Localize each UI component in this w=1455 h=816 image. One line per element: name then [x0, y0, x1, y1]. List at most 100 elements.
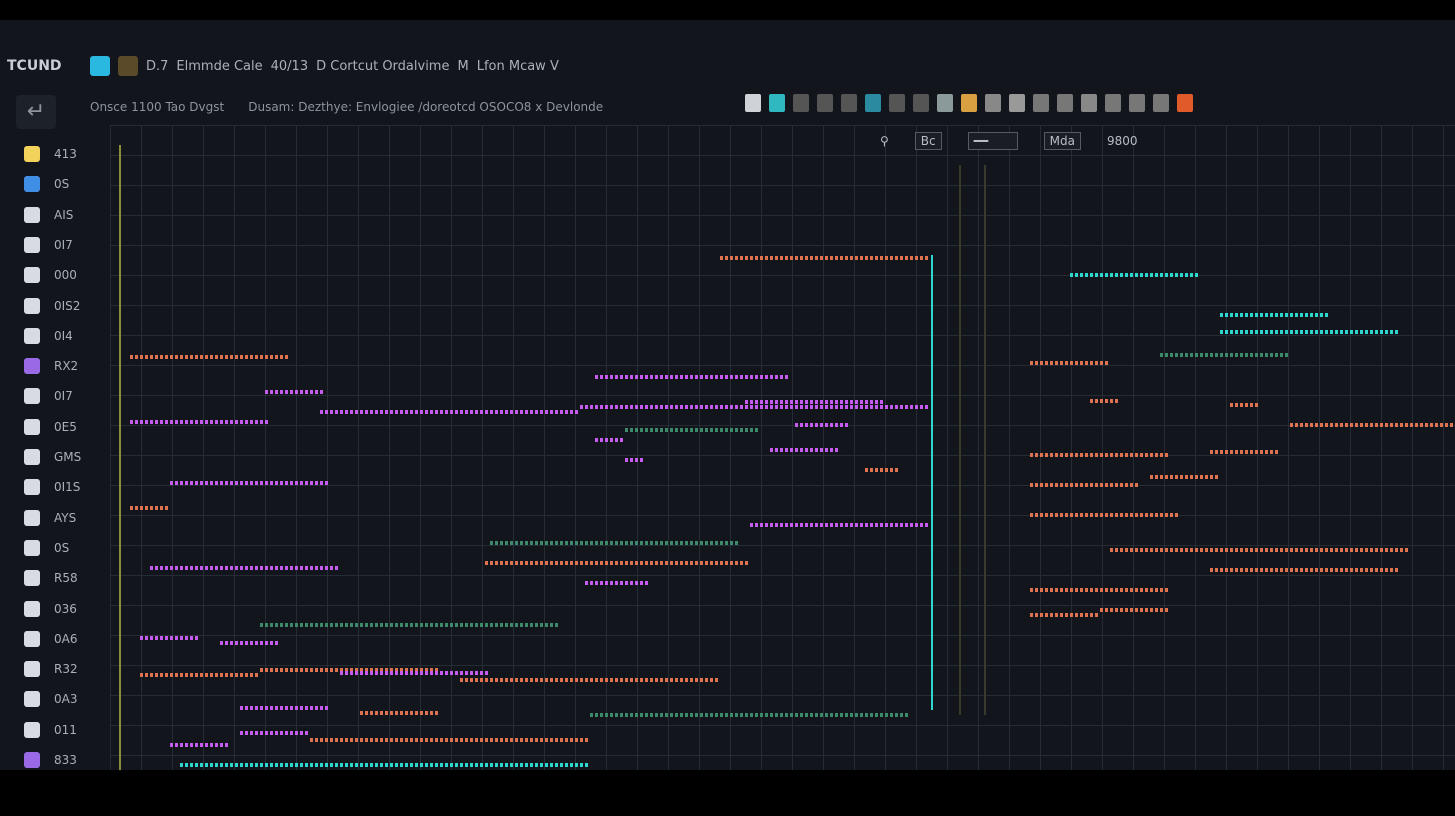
- back-button[interactable]: ↵: [16, 95, 56, 129]
- tool-icon[interactable]: [865, 94, 881, 112]
- tool-icon[interactable]: [913, 94, 929, 112]
- r-icon: [24, 661, 40, 678]
- sidebar-item-label: 0A3: [54, 692, 78, 707]
- sidebar-item-label: 0I1S: [54, 480, 81, 495]
- search-icon[interactable]: ⚲: [880, 134, 889, 148]
- menubar: D.7 Elmmde Cale 40/13 D Cortcut Ordalvim…: [90, 56, 559, 76]
- sidebar-item[interactable]: 036: [24, 600, 77, 617]
- app-name: TCUND: [7, 58, 62, 74]
- trace-canvas: [119, 145, 1455, 770]
- tool-icon[interactable]: [841, 94, 857, 112]
- tool-icon[interactable]: [961, 94, 977, 112]
- sidebar-item[interactable]: 0S: [24, 539, 69, 556]
- tool-icon[interactable]: [1009, 94, 1025, 112]
- breadcrumb: Onsce 1100 Tao Dvgst Dusam: Dezthye: Env…: [90, 100, 603, 114]
- sidebar-item-label: RX2: [54, 359, 79, 374]
- tool-icon[interactable]: [1033, 94, 1049, 112]
- tool-icon[interactable]: [793, 94, 809, 112]
- sidebar-item[interactable]: 0E5: [24, 418, 77, 435]
- sidebar-item[interactable]: 0I1S: [24, 479, 81, 496]
- sidebar-item[interactable]: 0A3: [24, 691, 78, 708]
- sidebar-item[interactable]: 413: [24, 146, 77, 162]
- sidebar-item[interactable]: 833: [24, 752, 77, 768]
- menu-item[interactable]: D Cortcut Ordalvime: [316, 58, 450, 74]
- sidebar-item[interactable]: 0IS2: [24, 297, 81, 314]
- circle-icon: [24, 630, 40, 647]
- lock-icon: [24, 479, 40, 496]
- sidebar-item[interactable]: 0A6: [24, 630, 77, 647]
- sidebar-item-label: 0I4: [54, 328, 73, 343]
- sidebar: 413 0S AIS 0I7 000 0IS2 0I4 RX2 0I7 0E5 GMS 0I1S AYS…: [0, 130, 108, 770]
- sidebar-item[interactable]: R32: [24, 661, 78, 678]
- sidebar-item-label: R58: [54, 571, 78, 586]
- circle-icon: [24, 267, 40, 284]
- user-icon[interactable]: [118, 56, 138, 76]
- sidebar-item[interactable]: 0I7: [24, 388, 73, 405]
- nodes-icon: [24, 449, 40, 465]
- menu-item[interactable]: 40/13: [270, 58, 309, 74]
- tool-icon[interactable]: [1081, 94, 1097, 112]
- sidebar-item[interactable]: 011: [24, 721, 77, 738]
- breadcrumb-path[interactable]: Dusam: Dezthye: Envlogiee /doreotcd OSOC…: [248, 100, 604, 114]
- tool-icon[interactable]: [937, 94, 953, 112]
- sidebar-item[interactable]: 0S: [24, 176, 70, 193]
- menu-item[interactable]: D.7: [146, 58, 169, 74]
- menu-item[interactable]: Lfon Mcaw V: [476, 58, 559, 74]
- tool-icon[interactable]: [1105, 94, 1121, 112]
- sidebar-item-label: AYS: [54, 510, 77, 525]
- tool-icon[interactable]: [1057, 94, 1073, 112]
- menu-item[interactable]: Elmmde Cale: [176, 58, 263, 74]
- tool-icon[interactable]: [1153, 94, 1169, 112]
- layout-icon: [24, 570, 40, 587]
- mode-select[interactable]: Mda: [1043, 132, 1081, 150]
- sidebar-item[interactable]: 0I4: [24, 327, 73, 344]
- sidebar-item[interactable]: 000: [24, 267, 77, 284]
- folder-icon: [24, 176, 40, 193]
- sidebar-item-label: 0E5: [54, 419, 77, 434]
- arrow-icon: [24, 297, 40, 314]
- field-input[interactable]: Bc: [914, 132, 942, 150]
- chip-icon: [24, 206, 40, 223]
- sidebar-item-label: 0IS2: [54, 298, 81, 313]
- sidebar-item-label: 0S: [54, 177, 70, 192]
- tool-icon[interactable]: [769, 94, 785, 112]
- square-icon: [24, 539, 40, 556]
- mail-icon: [24, 721, 40, 738]
- trace-grid[interactable]: [110, 125, 1455, 770]
- sidebar-item[interactable]: GMS: [24, 449, 81, 465]
- sidebar-item-label: GMS: [54, 450, 82, 464]
- controls: ⚲ Bc ━━ Mda 9800: [880, 132, 1138, 150]
- sidebar-item[interactable]: AIS: [24, 206, 74, 223]
- square-icon: [24, 388, 40, 405]
- sidebar-item-label: AIS: [54, 207, 74, 222]
- sidebar-item[interactable]: 0I7: [24, 236, 73, 253]
- tool-icon[interactable]: [817, 94, 833, 112]
- run-icon: [24, 327, 40, 344]
- menu-item[interactable]: M: [457, 58, 469, 74]
- sidebar-item[interactable]: AYS: [24, 509, 77, 526]
- sidebar-item-label: R32: [54, 662, 78, 677]
- sidebar-item-label: 833: [54, 753, 77, 767]
- app-window: TCUND D.7 Elmmde Cale 40/13 D Cortcut Or…: [0, 20, 1455, 770]
- chat-icon: [24, 600, 40, 617]
- tool-icon[interactable]: [1129, 94, 1145, 112]
- slider-control[interactable]: ━━: [967, 132, 1018, 150]
- u-icon: [24, 691, 40, 708]
- tool-icon[interactable]: [889, 94, 905, 112]
- disabled-icon: [24, 358, 40, 375]
- tool-icon[interactable]: [745, 94, 761, 112]
- file-icon: [24, 236, 40, 253]
- sidebar-item-label: 036: [54, 601, 77, 616]
- breadcrumb-left[interactable]: Onsce 1100 Tao Dvgst: [90, 100, 225, 114]
- sidebar-item-label: 011: [54, 722, 77, 737]
- tool-icon[interactable]: [985, 94, 1001, 112]
- toolbar: [745, 94, 1193, 112]
- sidebar-item-label: 000: [54, 268, 77, 283]
- sidebar-item[interactable]: R58: [24, 570, 78, 587]
- grid-icon: [24, 509, 40, 526]
- tool-icon[interactable]: [1177, 94, 1193, 112]
- sidebar-item[interactable]: RX2: [24, 358, 79, 375]
- dot-icon: [24, 752, 40, 768]
- app-icon[interactable]: [90, 56, 110, 76]
- folder-icon: [24, 146, 40, 162]
